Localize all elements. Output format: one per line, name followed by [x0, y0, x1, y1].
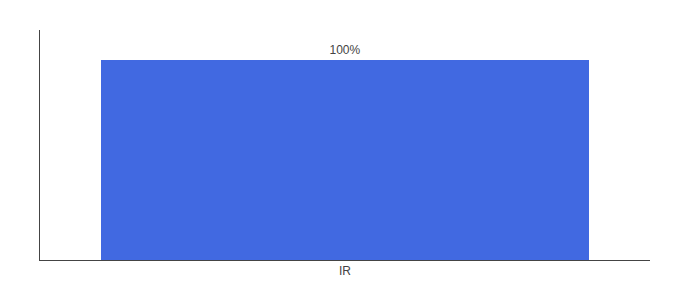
svg-text:100%: 100%	[329, 43, 360, 57]
svg-text:IR: IR	[339, 264, 351, 278]
